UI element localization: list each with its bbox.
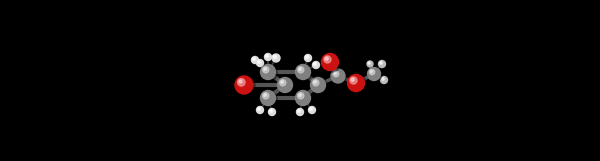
Circle shape: [281, 81, 284, 84]
Circle shape: [260, 90, 275, 105]
Circle shape: [313, 80, 319, 86]
Circle shape: [264, 94, 266, 96]
Circle shape: [322, 53, 338, 71]
Circle shape: [324, 56, 331, 63]
Circle shape: [263, 67, 269, 73]
Circle shape: [298, 110, 299, 111]
Circle shape: [258, 61, 259, 62]
Circle shape: [257, 108, 260, 110]
Circle shape: [334, 72, 337, 75]
Circle shape: [258, 108, 259, 109]
Circle shape: [367, 61, 373, 67]
Circle shape: [261, 65, 277, 81]
Circle shape: [257, 106, 263, 114]
Circle shape: [370, 70, 373, 73]
Circle shape: [264, 68, 266, 71]
Circle shape: [280, 80, 286, 86]
Circle shape: [298, 67, 304, 73]
Circle shape: [269, 109, 275, 115]
Circle shape: [277, 77, 293, 93]
Circle shape: [265, 53, 271, 61]
Circle shape: [235, 76, 253, 94]
Circle shape: [265, 54, 268, 57]
Circle shape: [382, 77, 385, 80]
Circle shape: [368, 62, 370, 63]
Circle shape: [382, 78, 383, 79]
Circle shape: [257, 61, 260, 63]
Circle shape: [273, 55, 277, 58]
Circle shape: [348, 75, 367, 93]
Circle shape: [314, 63, 316, 64]
Circle shape: [305, 55, 313, 62]
Circle shape: [269, 109, 272, 112]
Circle shape: [380, 76, 388, 84]
Circle shape: [322, 54, 340, 72]
Circle shape: [260, 65, 275, 80]
Circle shape: [350, 77, 357, 84]
Circle shape: [331, 70, 347, 85]
Circle shape: [325, 57, 328, 60]
Circle shape: [253, 58, 254, 59]
Circle shape: [296, 91, 312, 107]
Circle shape: [297, 109, 304, 116]
Circle shape: [270, 110, 271, 111]
Circle shape: [257, 107, 265, 114]
Circle shape: [299, 94, 302, 96]
Circle shape: [269, 109, 277, 116]
Circle shape: [238, 79, 245, 86]
Circle shape: [305, 55, 311, 62]
Circle shape: [381, 77, 388, 84]
Circle shape: [367, 67, 380, 80]
Circle shape: [274, 56, 275, 57]
Circle shape: [251, 57, 259, 63]
Circle shape: [313, 62, 316, 65]
Circle shape: [306, 56, 307, 57]
Circle shape: [298, 109, 301, 112]
Circle shape: [379, 61, 386, 67]
Circle shape: [311, 77, 325, 93]
Circle shape: [239, 80, 242, 83]
Circle shape: [296, 65, 311, 80]
Circle shape: [265, 54, 272, 61]
Circle shape: [313, 62, 320, 68]
Circle shape: [263, 93, 269, 99]
Circle shape: [347, 75, 365, 91]
Circle shape: [266, 55, 268, 56]
Circle shape: [278, 78, 294, 94]
Circle shape: [310, 108, 311, 109]
Circle shape: [257, 60, 265, 67]
Circle shape: [310, 108, 313, 110]
Circle shape: [308, 106, 316, 114]
Circle shape: [309, 107, 316, 114]
Circle shape: [367, 61, 374, 68]
Circle shape: [272, 54, 281, 63]
Circle shape: [331, 69, 345, 83]
Circle shape: [370, 69, 375, 75]
Circle shape: [257, 60, 263, 66]
Circle shape: [296, 90, 311, 105]
Circle shape: [298, 93, 304, 99]
Circle shape: [368, 68, 382, 82]
Circle shape: [253, 57, 256, 60]
Circle shape: [333, 71, 339, 77]
Circle shape: [305, 56, 308, 58]
Circle shape: [314, 81, 317, 84]
Circle shape: [351, 78, 354, 81]
Circle shape: [236, 77, 255, 96]
Circle shape: [379, 61, 386, 68]
Circle shape: [296, 65, 312, 81]
Circle shape: [311, 78, 327, 94]
Circle shape: [313, 62, 320, 69]
Circle shape: [261, 91, 277, 107]
Circle shape: [252, 57, 259, 64]
Circle shape: [296, 109, 304, 115]
Circle shape: [380, 62, 382, 63]
Circle shape: [272, 54, 280, 62]
Circle shape: [368, 62, 370, 64]
Circle shape: [299, 68, 302, 71]
Circle shape: [379, 62, 382, 64]
